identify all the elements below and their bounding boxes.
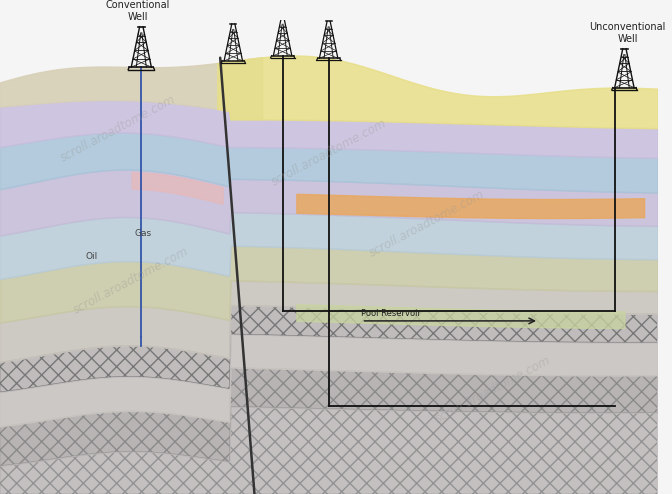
Text: Oil: Oil [85, 252, 97, 261]
Text: Pool Reservoir: Pool Reservoir [362, 309, 421, 318]
Text: scroll.aroadtome.com: scroll.aroadtome.com [368, 188, 487, 260]
Text: Gas: Gas [134, 229, 152, 238]
Text: scroll.aroadtome.com: scroll.aroadtome.com [58, 93, 178, 165]
Text: scroll.aroadtome.com: scroll.aroadtome.com [433, 354, 553, 426]
Text: Unconventional
Well: Unconventional Well [589, 22, 666, 44]
Text: Conventional
Well: Conventional Well [106, 0, 170, 22]
Text: scroll.aroadtome.com: scroll.aroadtome.com [269, 117, 388, 189]
Text: scroll.aroadtome.com: scroll.aroadtome.com [71, 245, 192, 317]
